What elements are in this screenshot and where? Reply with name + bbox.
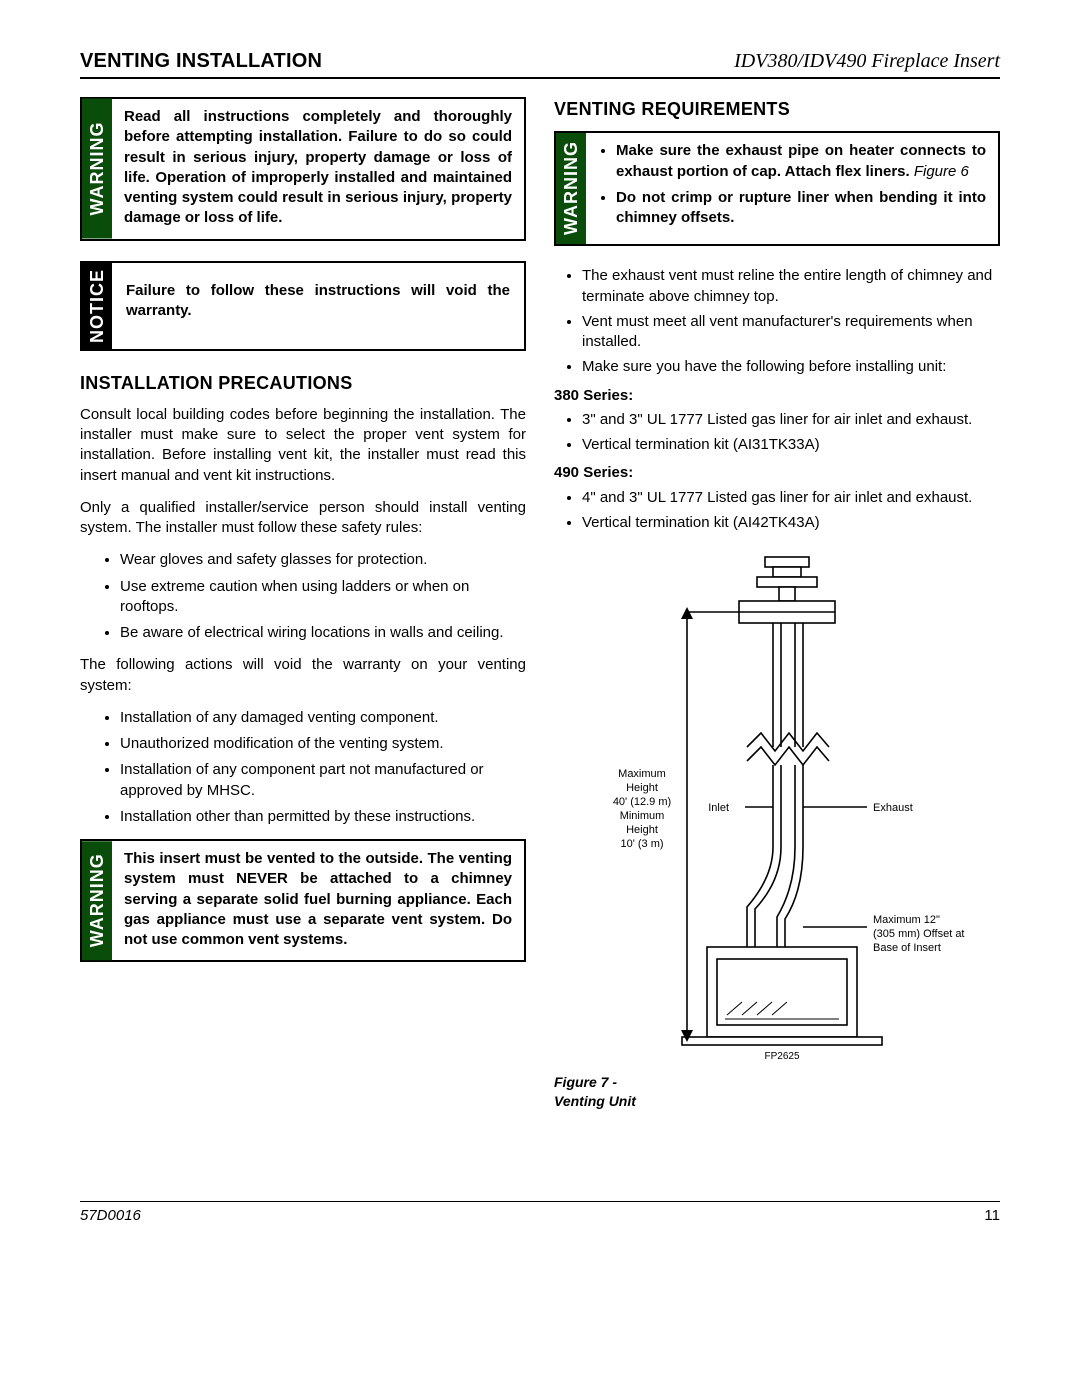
list-item: Installation other than permitted by the…	[120, 807, 526, 827]
fig-label: Base of Insert	[873, 942, 941, 954]
warning-tab: WARNING	[556, 133, 586, 244]
left-column: WARNING Read all instructions completely…	[80, 97, 526, 1111]
warning-callout-requirements: WARNING Make sure the exhaust pipe on he…	[554, 131, 1000, 246]
fig-label: Minimum	[620, 810, 665, 822]
void-warranty-intro: The following actions will void the warr…	[80, 655, 526, 696]
list-item: Vertical termination kit (AI31TK33A)	[582, 435, 1000, 455]
warning-body: Make sure the exhaust pipe on heater con…	[586, 133, 998, 244]
page-header: VENTING INSTALLATION IDV380/IDV490 Firep…	[80, 48, 1000, 79]
requirements-heading: VENTING REQUIREMENTS	[554, 97, 1000, 121]
precautions-p2: Only a qualified installer/service perso…	[80, 498, 526, 539]
notice-text: Failure to follow these instructions wil…	[112, 263, 524, 349]
warning-callout-1: WARNING Read all instructions completely…	[80, 97, 526, 241]
page-footer: 57D0016 11	[80, 1201, 1000, 1226]
header-section-title: VENTING INSTALLATION	[80, 48, 322, 75]
list-item: Wear gloves and safety glasses for prote…	[120, 550, 526, 570]
requirements-list: The exhaust vent must reline the entire …	[554, 266, 1000, 377]
header-product-title: IDV380/IDV490 Fireplace Insert	[734, 48, 1000, 75]
safety-rules-list: Wear gloves and safety glasses for prote…	[80, 550, 526, 643]
series-380-list: 3" and 3" UL 1777 Listed gas liner for a…	[554, 410, 1000, 456]
list-item: Make sure the exhaust pipe on heater con…	[616, 141, 986, 182]
fig-label: Height	[626, 824, 658, 836]
list-item: 4" and 3" UL 1777 Listed gas liner for a…	[582, 488, 1000, 508]
list-item: The exhaust vent must reline the entire …	[582, 266, 1000, 307]
warning-text: Read all instructions completely and tho…	[112, 99, 524, 239]
venting-diagram: Maximum Height 40' (12.9 m) Minimum Heig…	[567, 547, 987, 1067]
list-item: Be aware of electrical wiring locations …	[120, 623, 526, 643]
warning-tab: WARNING	[82, 841, 112, 960]
footer-doc-number: 57D0016	[80, 1206, 141, 1226]
fig-label: Maximum 12"	[873, 914, 940, 926]
warning-text: This insert must be vented to the outsid…	[112, 841, 524, 960]
figure-caption: Figure 7 - Venting Unit	[554, 1073, 1000, 1111]
footer-page-number: 11	[984, 1206, 1000, 1226]
series-380-label: 380 Series:	[554, 386, 1000, 406]
fig-label: 10' (3 m)	[620, 838, 663, 850]
void-warranty-list: Installation of any damaged venting comp…	[80, 708, 526, 827]
list-item: Vertical termination kit (AI42TK43A)	[582, 513, 1000, 533]
fig-label-fp: FP2625	[764, 1051, 799, 1062]
series-490-label: 490 Series:	[554, 463, 1000, 483]
list-item: Use extreme caution when using ladders o…	[120, 577, 526, 618]
fig-label-exhaust: Exhaust	[873, 802, 913, 814]
figure-7: Maximum Height 40' (12.9 m) Minimum Heig…	[554, 547, 1000, 1111]
list-item: Do not crimp or rupture liner when bendi…	[616, 188, 986, 229]
notice-tab: NOTICE	[82, 263, 112, 349]
fig-label: Height	[626, 782, 658, 794]
fig-label: (305 mm) Offset at	[873, 928, 965, 940]
content-columns: WARNING Read all instructions completely…	[80, 97, 1000, 1111]
list-item: Make sure you have the following before …	[582, 357, 1000, 377]
fig-label: 40' (12.9 m)	[613, 796, 671, 808]
precautions-heading: INSTALLATION PRECAUTIONS	[80, 371, 526, 395]
fig-label-inlet: Inlet	[708, 802, 729, 814]
series-490-list: 4" and 3" UL 1777 Listed gas liner for a…	[554, 488, 1000, 534]
list-item: 3" and 3" UL 1777 Listed gas liner for a…	[582, 410, 1000, 430]
precautions-p1: Consult local building codes before begi…	[80, 405, 526, 486]
fig-label: Maximum	[618, 768, 666, 780]
list-item: Installation of any component part not m…	[120, 760, 526, 801]
warning-callout-2: WARNING This insert must be vented to th…	[80, 839, 526, 962]
notice-callout: NOTICE Failure to follow these instructi…	[80, 261, 526, 351]
list-item: Vent must meet all vent manufacturer's r…	[582, 312, 1000, 353]
warning-tab: WARNING	[82, 99, 112, 239]
right-column: VENTING REQUIREMENTS WARNING Make sure t…	[554, 97, 1000, 1111]
list-item: Installation of any damaged venting comp…	[120, 708, 526, 728]
list-item: Unauthorized modification of the venting…	[120, 734, 526, 754]
